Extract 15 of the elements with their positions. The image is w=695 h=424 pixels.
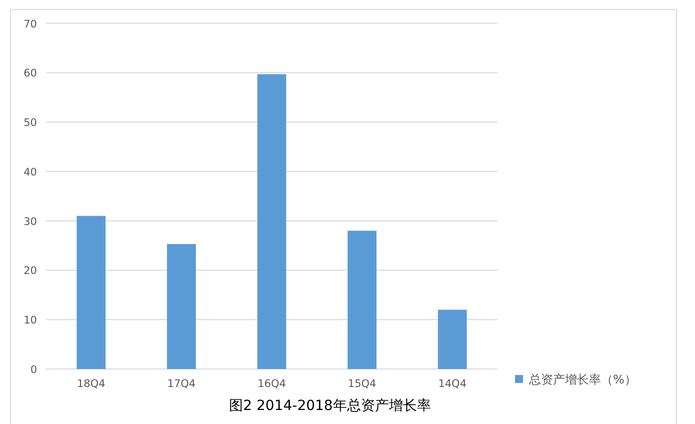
y-tick-label: 40 <box>24 166 37 178</box>
x-tick-label: 15Q4 <box>348 378 377 390</box>
x-tick-label: 17Q4 <box>167 378 196 390</box>
text: 图2 2014-2018年总资产增长率 <box>229 398 431 414</box>
x-tick-label: 14Q4 <box>438 378 467 390</box>
x-tick-label: 16Q4 <box>258 378 286 390</box>
x-tick-label: 18Q4 <box>76 378 106 390</box>
legend-label: 总资产增长率（%） <box>528 372 636 386</box>
y-tick-label: 60 <box>24 68 37 80</box>
y-tick-label: 10 <box>24 314 37 327</box>
y-tick-label: 30 <box>24 216 37 228</box>
y-tick-label: 50 <box>24 117 37 130</box>
y-tick-label: 0 <box>30 364 37 376</box>
y-tick-label: 20 <box>24 265 37 278</box>
y-tick-label: 70 <box>24 18 37 30</box>
